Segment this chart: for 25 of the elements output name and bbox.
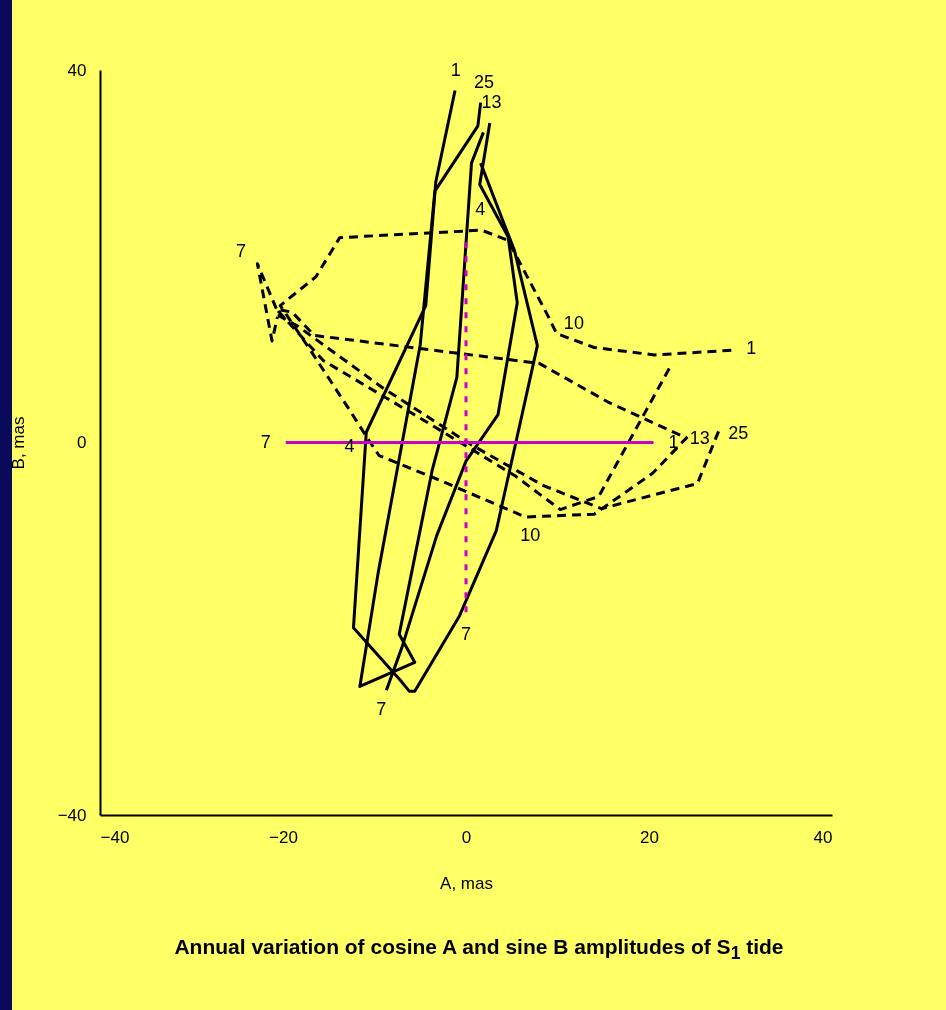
annotation: 25	[728, 423, 749, 444]
annotation: 13	[481, 92, 502, 113]
annotation: 1	[450, 59, 461, 80]
annotation: 1	[746, 337, 757, 358]
annotation: 7	[260, 431, 271, 452]
annotation: 13	[689, 427, 710, 448]
y-axis-title: B, mas	[8, 416, 28, 470]
y-tick-label: 0	[77, 433, 87, 452]
annotation: 7	[460, 623, 472, 644]
annotation: 10	[520, 525, 541, 546]
x-tick-label: −20	[269, 827, 298, 847]
annotation: 1	[668, 431, 679, 452]
y-tick-label: −40	[57, 805, 87, 825]
annotation: 10	[563, 312, 584, 333]
x-tick-label: 20	[640, 827, 659, 847]
x-tick-label: 40	[813, 827, 833, 847]
x-tick-label: 0	[461, 827, 472, 847]
annotation: 7	[236, 241, 247, 262]
annotation: 4	[475, 199, 486, 220]
x-axis-title: A, mas	[440, 873, 493, 893]
x-tick-label: −40	[100, 827, 130, 847]
annotation: 7	[376, 698, 387, 719]
text: Annual variation of cosine A and sine B amplitudes of S$_{1}$ tide	[173, 935, 785, 965]
y-tick-label: 40	[67, 60, 87, 80]
annotation: 25	[474, 71, 495, 92]
